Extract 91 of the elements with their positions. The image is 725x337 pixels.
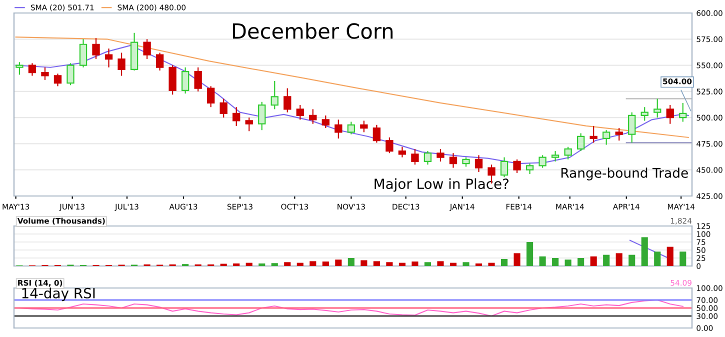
candlestick bbox=[360, 120, 368, 133]
candlestick bbox=[181, 66, 190, 94]
bar bbox=[424, 262, 432, 266]
candlestick bbox=[590, 125, 598, 144]
bar bbox=[666, 246, 674, 266]
candlestick bbox=[245, 117, 253, 132]
bar bbox=[616, 253, 622, 266]
candlestick bbox=[654, 98, 662, 118]
candlestick bbox=[679, 102, 687, 122]
bar bbox=[450, 262, 457, 266]
candlestick bbox=[104, 48, 113, 68]
bar bbox=[526, 242, 534, 266]
candlestick bbox=[347, 121, 356, 135]
bar bbox=[628, 254, 636, 266]
bar bbox=[348, 258, 354, 266]
bar bbox=[578, 258, 584, 266]
candlestick bbox=[666, 104, 674, 124]
candlestick bbox=[322, 114, 330, 129]
bar bbox=[233, 263, 240, 266]
bar bbox=[296, 262, 304, 266]
candlestick bbox=[220, 98, 228, 118]
bar bbox=[680, 252, 686, 266]
candlestick bbox=[92, 38, 100, 60]
candlestick bbox=[309, 108, 317, 124]
bar bbox=[539, 256, 546, 266]
bar bbox=[284, 262, 291, 266]
candlestick bbox=[474, 154, 483, 173]
candlestick bbox=[270, 80, 278, 110]
bar bbox=[246, 262, 252, 266]
candlestick bbox=[284, 88, 292, 113]
candlestick bbox=[54, 73, 62, 87]
bar bbox=[360, 260, 368, 266]
candlestick bbox=[334, 119, 342, 140]
candlestick bbox=[28, 62, 36, 76]
bar bbox=[412, 262, 418, 266]
bar bbox=[564, 260, 572, 266]
annotation: Range-bound Trade bbox=[561, 168, 688, 180]
annotation: 14-day RSI bbox=[22, 288, 95, 302]
candlestick bbox=[232, 106, 240, 126]
candlestick bbox=[576, 132, 585, 152]
candlestick bbox=[386, 136, 394, 154]
candlestick bbox=[449, 152, 458, 168]
bar bbox=[322, 262, 329, 266]
candlestick bbox=[602, 130, 610, 146]
bar bbox=[462, 262, 470, 266]
bar bbox=[552, 258, 559, 266]
candlestick bbox=[551, 150, 560, 162]
candlestick bbox=[513, 158, 521, 174]
candlestick bbox=[424, 150, 432, 166]
bar bbox=[500, 258, 508, 266]
bar bbox=[398, 262, 406, 266]
candlestick bbox=[398, 146, 406, 158]
candlestick bbox=[156, 52, 164, 72]
candlestick bbox=[526, 163, 534, 175]
bar bbox=[386, 262, 393, 266]
candlestick bbox=[258, 101, 266, 131]
candlestick bbox=[538, 154, 546, 168]
candlestick bbox=[168, 64, 176, 96]
candlestick bbox=[296, 104, 304, 120]
candlestick bbox=[66, 62, 74, 86]
candlestick bbox=[411, 148, 419, 166]
annotation: Major Low in Place? bbox=[374, 178, 508, 192]
bar bbox=[258, 263, 266, 266]
bar bbox=[437, 261, 444, 266]
bar bbox=[603, 254, 610, 266]
bar bbox=[641, 237, 648, 266]
bar bbox=[475, 263, 482, 266]
candlestick bbox=[436, 148, 444, 162]
candlestick bbox=[207, 86, 215, 108]
bar bbox=[590, 256, 597, 266]
bar bbox=[373, 261, 380, 266]
candlestick bbox=[372, 124, 381, 144]
candlestick bbox=[564, 146, 572, 160]
bar bbox=[654, 252, 661, 266]
candlestick bbox=[118, 52, 126, 76]
candlestick bbox=[41, 66, 49, 80]
bar bbox=[488, 262, 495, 266]
bar bbox=[310, 261, 316, 266]
bar bbox=[514, 253, 520, 266]
candlestick bbox=[615, 127, 623, 142]
candlestick bbox=[500, 156, 508, 178]
candlestick bbox=[640, 106, 648, 122]
bar bbox=[271, 263, 278, 266]
candlestick bbox=[194, 66, 202, 92]
chart-title: December Corn bbox=[233, 22, 393, 39]
bar bbox=[335, 260, 342, 266]
candlestick bbox=[628, 112, 636, 144]
candlestick bbox=[143, 38, 151, 60]
candlestick bbox=[79, 38, 88, 68]
candlestick bbox=[462, 156, 470, 168]
candlestick bbox=[16, 62, 24, 76]
